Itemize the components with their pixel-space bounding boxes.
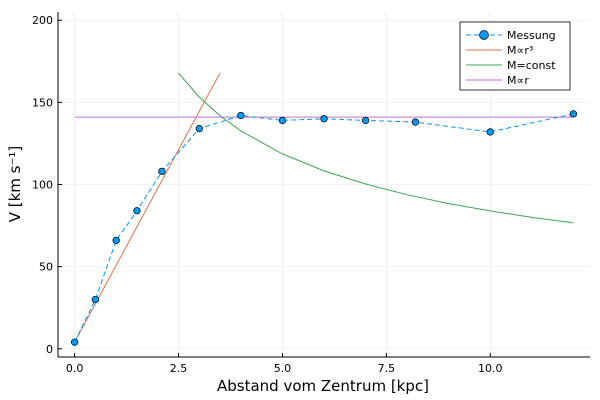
data-point [486,128,494,136]
x-tick-label: 5.0 [274,362,292,375]
y-tick-label: 100 [32,179,53,192]
legend-box [459,21,571,91]
series-line-2 [178,72,574,224]
x-axis-label: Abstand vom Zentrum [kpc] [217,377,429,395]
y-tick-label: 200 [32,14,53,27]
y-axis-label: V [km s⁻¹] [6,146,24,223]
legend-label-1: M∝r³ [507,44,533,57]
data-point [112,236,120,245]
data-point [361,116,370,125]
data-point [195,124,203,133]
data-point [569,110,578,118]
legend-label-0: Messung [507,29,556,42]
grid [58,12,590,357]
series-line-0 [74,113,574,343]
x-tick-label: 10.0 [478,362,503,375]
x-tick-label: 7.5 [378,362,396,375]
x-tick-label: 2.5 [170,362,188,375]
data-point [320,115,328,123]
data-point [70,338,79,346]
legend: Messung M∝r³ M=const M∝r [459,21,571,91]
legend-marker [479,30,489,40]
data-point [133,207,141,215]
legend-label-3: M∝r [507,74,529,87]
axes: 0.0 2.5 5.0 7.5 10.0 0 50 100 150 200 [32,12,590,375]
x-tick-label: 0.0 [66,362,84,375]
series-line-1 [74,72,221,343]
data-point [91,295,100,304]
data-point [278,116,287,125]
legend-label-2: M=const [507,59,556,72]
data-point [158,167,166,176]
y-tick-label: 150 [32,96,53,109]
data-point [411,118,420,126]
y-tick-label: 0 [46,343,53,356]
data-point [237,111,245,120]
series [70,72,578,346]
y-tick-label: 50 [39,261,53,274]
